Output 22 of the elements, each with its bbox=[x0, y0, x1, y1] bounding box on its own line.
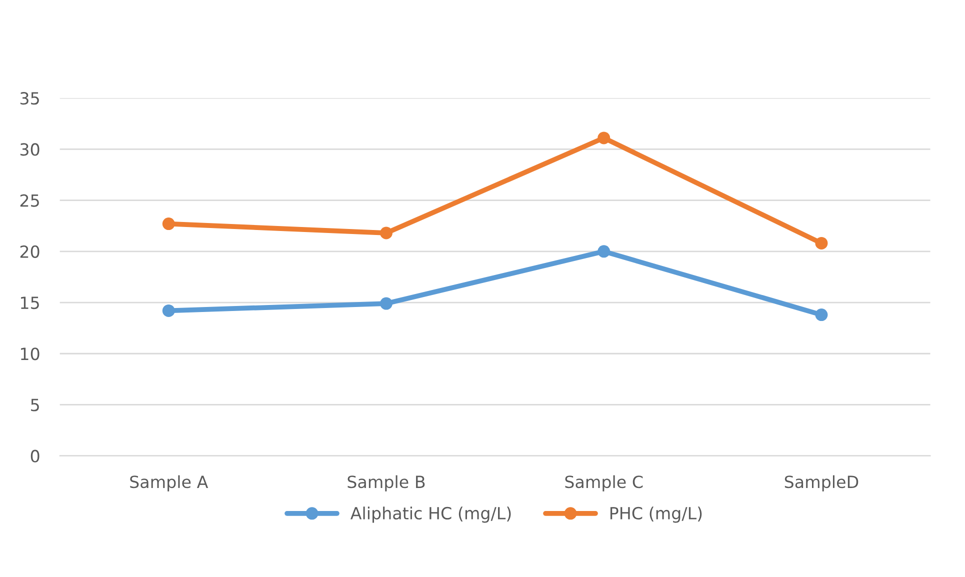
y-tick-label: 5 bbox=[31, 398, 39, 412]
x-tick-label: Sample B bbox=[348, 475, 425, 492]
y-tick-label: 10 bbox=[21, 348, 40, 360]
point bbox=[162, 304, 175, 317]
legend-label: Aliphatic HC (mg/L) bbox=[350, 506, 511, 523]
x-tick-label: Sample A bbox=[130, 475, 208, 492]
x-tick-label: SampleD bbox=[784, 475, 858, 492]
x-tick-label: Sample C bbox=[565, 475, 643, 492]
y-tick-label: 0 bbox=[30, 450, 40, 462]
point bbox=[162, 218, 175, 230]
point bbox=[380, 226, 392, 240]
y-tick-label: 20 bbox=[20, 245, 40, 258]
y-tick-label: 30 bbox=[20, 143, 40, 156]
point bbox=[598, 245, 610, 258]
y-tick-label: 15 bbox=[21, 296, 39, 310]
point bbox=[598, 132, 610, 144]
point bbox=[815, 236, 828, 250]
point bbox=[380, 297, 392, 310]
legend-label: PHC (mg/L) bbox=[610, 506, 702, 523]
y-tick-label: 25 bbox=[20, 194, 39, 207]
point bbox=[815, 308, 828, 322]
y-tick-label: 35 bbox=[20, 92, 39, 105]
